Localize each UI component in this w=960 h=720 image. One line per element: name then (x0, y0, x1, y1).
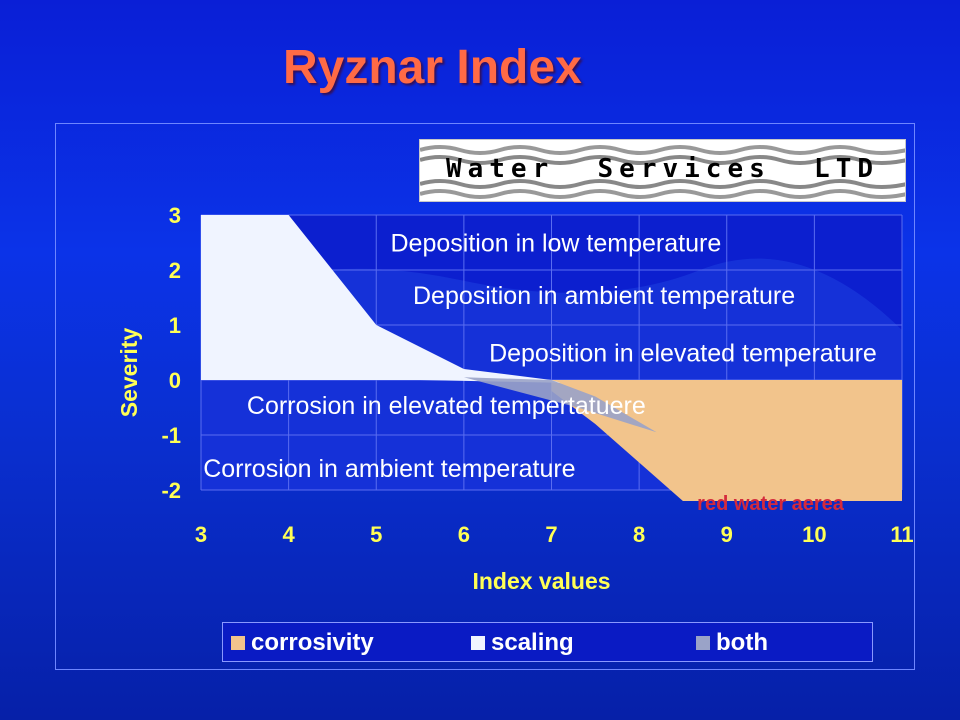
annotation-label: Deposition in elevated temperature (489, 340, 877, 368)
annotation-label: Deposition in ambient temperature (413, 282, 795, 310)
legend-swatch-both (696, 636, 710, 650)
y-tick-label: -1 (161, 423, 181, 448)
logo: Water Services LTD (419, 139, 906, 202)
y-tick-label: 2 (169, 258, 181, 283)
logo-text: Water Services LTD (445, 154, 880, 184)
legend-label-scaling: scaling (491, 629, 574, 656)
x-tick-label: 8 (633, 522, 645, 547)
x-tick-label: 9 (721, 522, 733, 547)
annotation-label: Corrosion in elevated tempertatuere (247, 392, 646, 420)
y-tick-label: 1 (169, 313, 181, 338)
y-tick-label: -2 (161, 478, 181, 503)
legend-label-corrosivity: corrosivity (251, 629, 374, 656)
area-scaling (201, 215, 561, 383)
area-both (463, 377, 657, 433)
annotation-label: Deposition in low temperature (391, 230, 722, 258)
annotation-label: Corrosion in ambient temperature (203, 455, 575, 483)
y-tick-label: 3 (169, 203, 181, 228)
legend-item-scaling: scaling (471, 629, 574, 657)
legend-swatch-corrosivity (231, 636, 245, 650)
area-corrosivity (551, 380, 902, 501)
chart-frame (55, 123, 915, 670)
x-tick-label: 4 (283, 522, 296, 547)
x-axis-label: Index values (472, 568, 610, 594)
chart-legend: corrosivity scaling both (222, 622, 873, 662)
y-tick-label: 0 (169, 368, 181, 393)
x-tick-label: 3 (195, 522, 207, 547)
wave-pattern-icon (420, 145, 905, 199)
x-tick-label: 5 (370, 522, 382, 547)
annotation-label: red water aerea (697, 493, 845, 515)
x-tick-label: 10 (802, 522, 826, 547)
legend-swatch-scaling (471, 636, 485, 650)
x-tick-label: 11 (890, 522, 913, 547)
y-axis-label: Severity (116, 328, 142, 418)
page-title: Ryznar Index (283, 41, 582, 94)
x-tick-label: 6 (458, 522, 470, 547)
legend-item-corrosivity: corrosivity (231, 629, 374, 657)
legend-label-both: both (716, 629, 768, 656)
x-tick-label: 7 (545, 522, 557, 547)
legend-item-both: both (696, 629, 768, 657)
